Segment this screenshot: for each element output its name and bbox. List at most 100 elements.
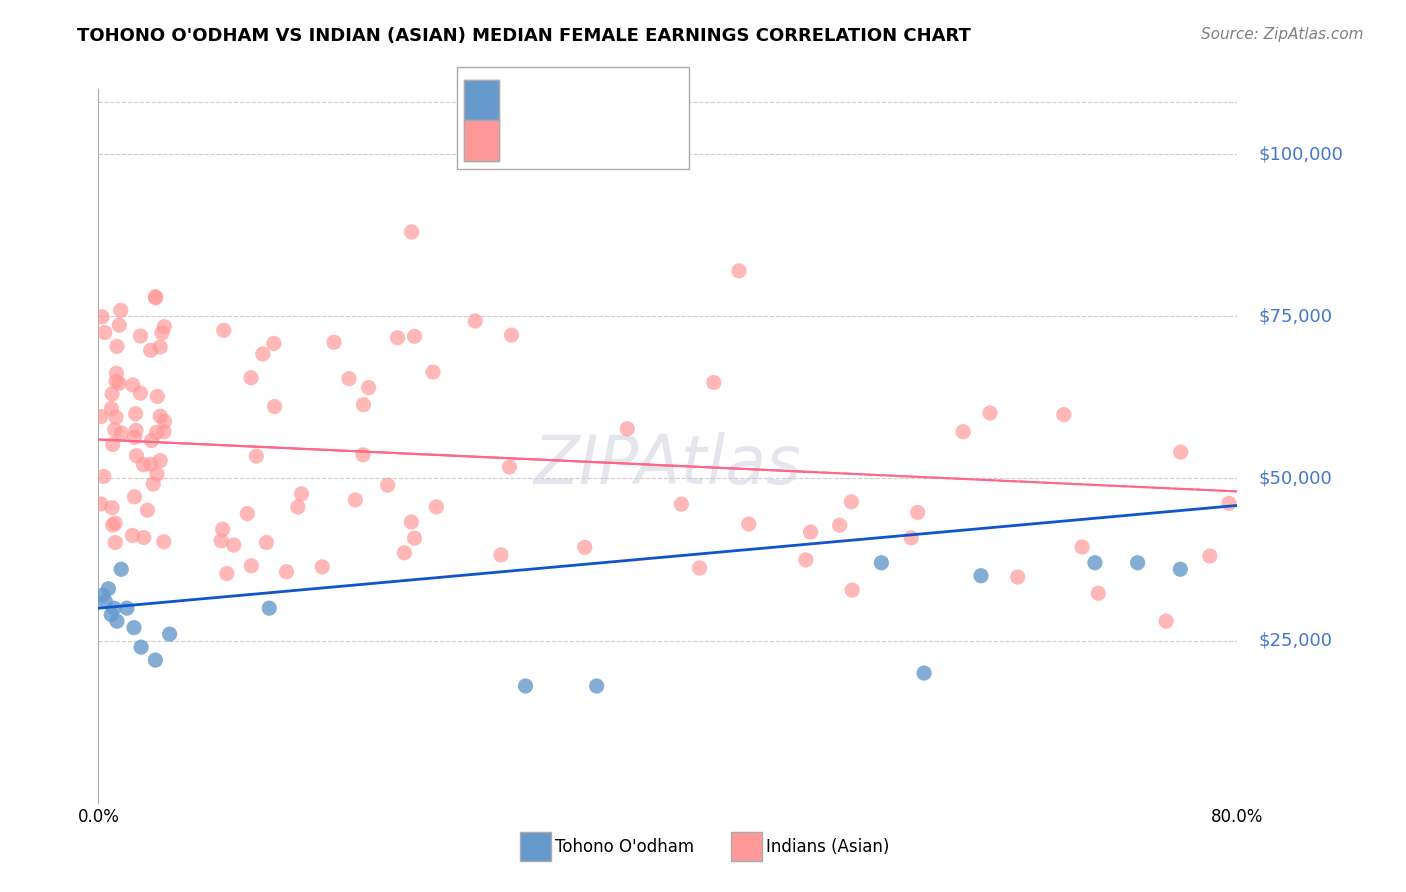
Point <box>344 492 367 507</box>
Point <box>245 449 267 463</box>
Point <box>115 601 138 615</box>
Point <box>352 448 374 462</box>
Point <box>689 561 711 575</box>
Point <box>907 505 929 519</box>
Point <box>145 290 167 304</box>
Point <box>103 601 125 615</box>
Point <box>828 518 851 533</box>
Text: 0.036: 0.036 <box>541 87 598 105</box>
Point <box>104 535 127 549</box>
Point <box>125 423 148 437</box>
Point <box>952 425 974 439</box>
Point <box>91 588 114 602</box>
Point <box>110 303 132 318</box>
Point <box>132 458 155 472</box>
Point <box>501 328 523 343</box>
Point <box>574 541 596 555</box>
Point <box>149 409 172 424</box>
Point <box>110 562 132 576</box>
Point <box>145 653 167 667</box>
Point <box>870 556 893 570</box>
Point <box>93 469 115 483</box>
Point <box>153 534 176 549</box>
Point <box>311 559 333 574</box>
Point <box>90 497 112 511</box>
Point <box>100 401 122 416</box>
Point <box>101 518 124 533</box>
Text: $50,000: $50,000 <box>1258 469 1333 487</box>
Text: R =: R = <box>506 87 546 105</box>
Point <box>101 437 124 451</box>
Point <box>259 601 281 615</box>
Point <box>101 500 124 515</box>
Point <box>121 528 143 542</box>
Point <box>290 487 312 501</box>
Text: Tohono O'odham: Tohono O'odham <box>555 838 695 855</box>
Text: Source: ZipAtlas.com: Source: ZipAtlas.com <box>1201 27 1364 42</box>
Point <box>129 329 152 343</box>
Text: N =: N = <box>598 129 637 147</box>
Point <box>105 375 128 389</box>
Point <box>215 566 238 581</box>
Text: -0.145: -0.145 <box>541 129 606 147</box>
Point <box>1126 556 1149 570</box>
Point <box>153 319 176 334</box>
Text: 21: 21 <box>633 87 658 105</box>
Point <box>142 477 165 491</box>
Point <box>94 326 117 340</box>
Point <box>1071 540 1094 554</box>
Point <box>353 398 375 412</box>
Point <box>912 666 935 681</box>
Point <box>236 507 259 521</box>
Point <box>153 415 176 429</box>
Point <box>287 500 309 514</box>
Point <box>337 372 360 386</box>
Point <box>104 516 127 531</box>
Text: N =: N = <box>598 87 637 105</box>
Point <box>794 553 817 567</box>
Point <box>1007 570 1029 584</box>
Point <box>121 378 143 392</box>
Text: $75,000: $75,000 <box>1258 307 1333 326</box>
Point <box>211 522 233 536</box>
Point <box>738 516 761 531</box>
Point <box>90 409 112 424</box>
Point <box>979 406 1001 420</box>
Point <box>108 376 131 391</box>
Point <box>276 565 298 579</box>
Point <box>377 478 399 492</box>
Point <box>240 370 263 384</box>
Point <box>841 583 863 598</box>
Point <box>616 422 638 436</box>
Point <box>111 426 134 441</box>
Point <box>800 525 823 540</box>
Text: Indians (Asian): Indians (Asian) <box>766 838 890 855</box>
Point <box>153 425 176 439</box>
Point <box>254 535 277 549</box>
Point <box>489 548 512 562</box>
Point <box>1154 614 1177 628</box>
Point <box>159 627 181 641</box>
Point <box>222 538 245 552</box>
Text: 107: 107 <box>633 129 671 147</box>
Point <box>132 531 155 545</box>
Point <box>101 387 124 401</box>
Point <box>129 386 152 401</box>
Point <box>97 582 120 596</box>
Point <box>515 679 537 693</box>
Point <box>1198 549 1220 563</box>
Point <box>394 546 416 560</box>
Point <box>1087 586 1109 600</box>
Point <box>105 366 128 380</box>
Point <box>841 495 863 509</box>
Point <box>129 640 152 654</box>
Point <box>970 568 993 582</box>
Point <box>150 326 173 340</box>
Point <box>1218 496 1240 510</box>
Point <box>209 533 232 548</box>
Point <box>149 340 172 354</box>
Point <box>124 407 146 421</box>
Point <box>105 410 128 425</box>
Text: R =: R = <box>506 129 546 147</box>
Point <box>425 500 447 514</box>
